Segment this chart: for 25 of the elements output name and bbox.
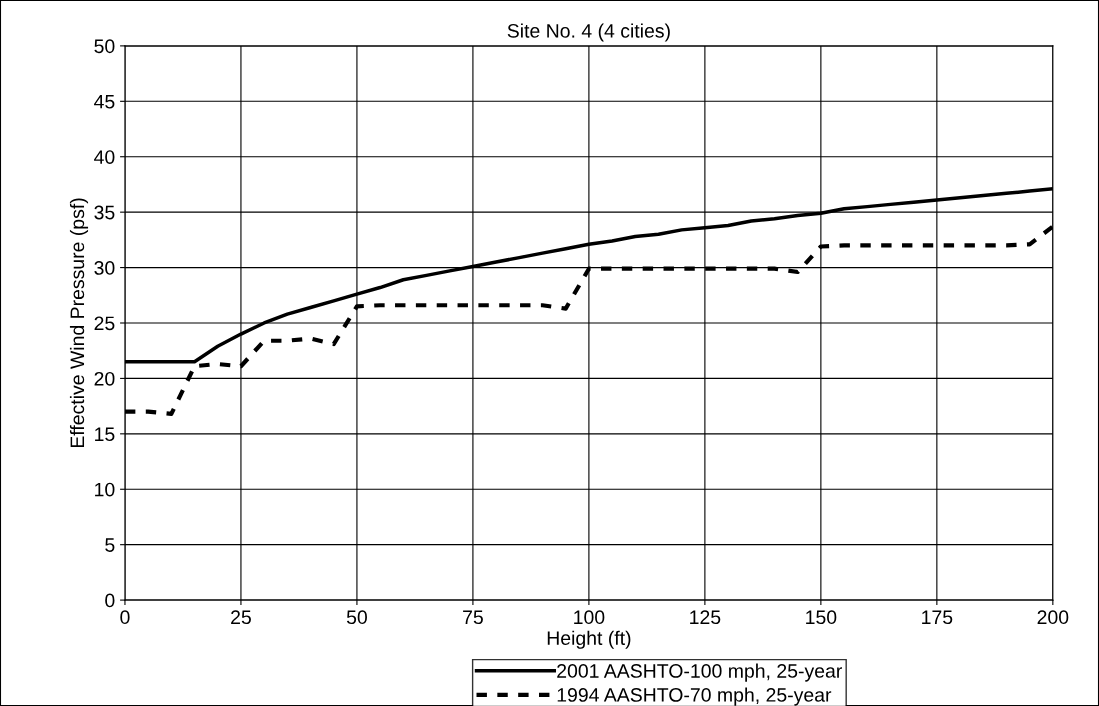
y-tick-label: 0 [105,593,115,608]
y-tick-label: 30 [94,261,115,275]
y-tick-label: 35 [94,205,115,220]
y-tick-label: 25 [94,316,115,331]
x-axis-title: Height (ft) [547,630,631,649]
x-tick-label: 75 [463,610,483,625]
x-tick-label: 0 [120,610,130,625]
x-tick-label: 100 [574,610,605,625]
x-tick-label: 150 [806,610,837,625]
chart-title: Site No. 4 (4 cities) [507,23,670,42]
x-tick-label: 200 [1037,610,1069,625]
x-tick-label: 125 [690,610,721,625]
y-tick-label: 15 [95,427,115,442]
legend-label: 2001 AASHTO-100 mph, 25-year [557,663,842,682]
y-tick-label: 40 [94,150,115,164]
y-tick-label: 5 [105,538,115,552]
x-tick-label: 50 [346,610,367,625]
y-tick-label: 45 [94,94,115,109]
x-tick-label: 175 [922,610,953,625]
y-tick-label: 50 [94,39,115,54]
y-tick-label: 10 [95,482,115,497]
legend-label: 1994 AASHTO-70 mph, 25-year [557,687,832,706]
y-axis-title: Effective Wind Pressure (psf) [69,198,89,448]
y-tick-label: 20 [94,371,115,386]
x-tick-label: 25 [231,610,251,625]
